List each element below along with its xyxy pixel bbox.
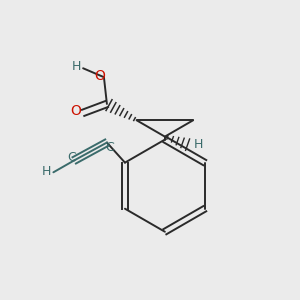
Text: H: H [72, 60, 81, 73]
Text: H: H [41, 165, 51, 178]
Text: O: O [70, 104, 81, 118]
Text: C: C [105, 141, 114, 154]
Text: O: O [94, 69, 105, 83]
Text: C: C [68, 151, 76, 164]
Text: H: H [194, 138, 203, 151]
